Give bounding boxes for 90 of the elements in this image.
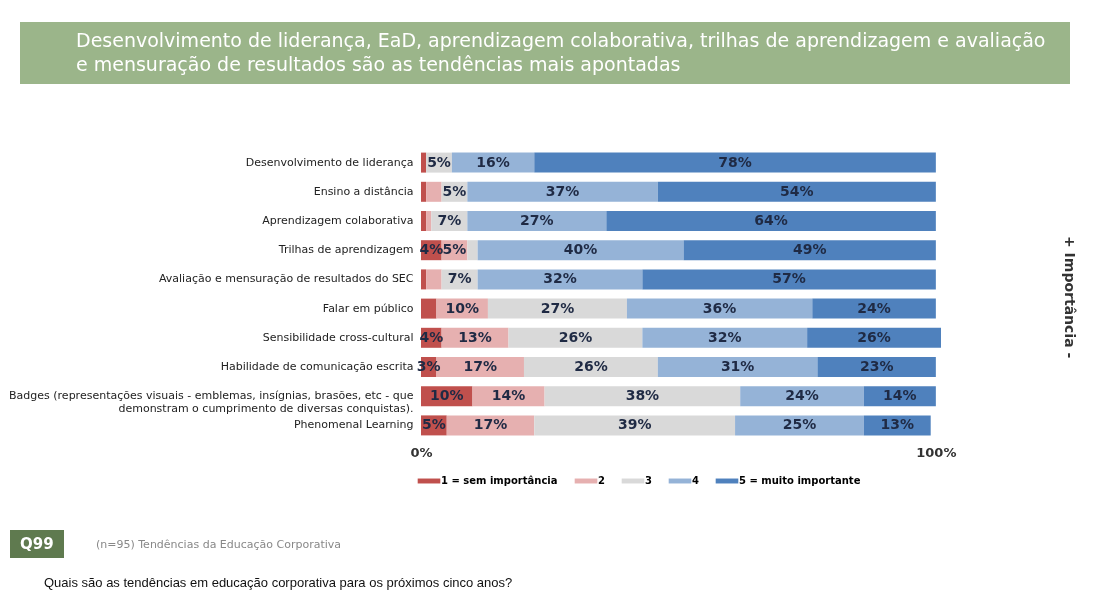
data-label: 13% xyxy=(458,328,492,345)
data-label: 57% xyxy=(772,270,806,287)
data-label: 16% xyxy=(476,153,510,170)
bar xyxy=(508,327,643,348)
data-label: 26% xyxy=(558,328,593,345)
text: (n=95) Tendências da Educação Corporativa xyxy=(96,538,342,551)
data-label: 27% xyxy=(540,299,575,316)
bar xyxy=(817,357,936,377)
data-label: 25% xyxy=(782,416,817,433)
y-tick-label: Desenvolvimento de liderança xyxy=(245,155,414,169)
bar xyxy=(467,181,658,202)
data-label: 31% xyxy=(720,358,755,374)
y-tick-label: Falar em público xyxy=(322,301,414,315)
bar xyxy=(544,386,741,407)
data-label: 26% xyxy=(857,328,891,345)
bar xyxy=(477,269,643,290)
bar xyxy=(735,415,864,436)
bar xyxy=(812,298,936,319)
data-label: 39% xyxy=(617,416,652,433)
x-tick-label: 0% xyxy=(410,444,433,460)
data-label: 26% xyxy=(574,358,608,374)
y-tick-label: Badges (representações visuais - emblemas, insígnias, brasões, etc - que demonstram o cumprimento de diversas conquistas). xyxy=(9,389,414,416)
bar xyxy=(642,327,808,348)
data-label: 23% xyxy=(859,358,894,374)
bar xyxy=(421,298,437,319)
data-label: 10% xyxy=(429,387,464,404)
chart-title: Desenvolvimento de liderança, EaD, aprendizagem colaborativa, trilhas de aprendizagem e avaliação e mensuração de resultados são as tendências mais apontadas xyxy=(20,22,1070,84)
bar xyxy=(426,181,442,202)
bar xyxy=(534,152,936,173)
bar xyxy=(421,181,427,202)
bar xyxy=(421,152,427,173)
data-label: 49% xyxy=(792,241,827,258)
data-label: 13% xyxy=(880,416,914,433)
data-label: 64% xyxy=(754,212,788,228)
data-label: 24% xyxy=(857,299,891,316)
data-label: 27% xyxy=(520,212,554,228)
bar xyxy=(534,415,736,436)
data-label: 5% xyxy=(442,241,467,258)
bar xyxy=(421,269,427,290)
legend-label: 1 = sem importância xyxy=(441,475,558,486)
text: + Importância - xyxy=(1062,236,1078,359)
text: Quais são as tendências em educação corporativa para os próximos cinco anos? xyxy=(44,575,513,590)
y-tick-label: Aprendizagem colaborativa xyxy=(262,214,414,227)
data-label: 5% xyxy=(442,182,467,199)
text: Q99 xyxy=(10,530,64,558)
y-tick-label: Phenomenal Learning xyxy=(293,418,414,432)
bar xyxy=(467,211,607,231)
bar xyxy=(657,181,936,202)
data-label: 17% xyxy=(473,416,508,433)
data-label: 7% xyxy=(447,270,472,287)
data-label: 32% xyxy=(543,270,577,287)
data-label: 5% xyxy=(421,416,446,433)
legend-label: 2 xyxy=(598,475,605,486)
bar xyxy=(740,386,864,407)
data-label: 14% xyxy=(883,387,917,404)
bar xyxy=(606,211,936,231)
legend-label: 5 = muito importante xyxy=(739,475,861,486)
data-label: 14% xyxy=(491,387,526,404)
data-label: 24% xyxy=(785,387,819,404)
x-tick-label: 100% xyxy=(916,444,957,460)
bar xyxy=(467,240,478,261)
legend-label: 4 xyxy=(692,475,699,486)
bar xyxy=(477,240,684,261)
bar xyxy=(807,327,941,348)
data-label: 7% xyxy=(437,212,462,228)
bar xyxy=(683,240,936,261)
bar xyxy=(657,357,818,377)
bar xyxy=(642,269,936,290)
y-tick-label: Sensibilidade cross-cultural xyxy=(262,330,414,344)
bar xyxy=(426,211,432,231)
bar xyxy=(523,357,658,377)
data-label: 54% xyxy=(780,182,814,199)
data-label: 10% xyxy=(445,299,479,316)
data-label: 40% xyxy=(563,241,598,258)
data-label: 37% xyxy=(545,182,580,199)
bar xyxy=(487,298,627,319)
y-tick-label: Trilhas de aprendizagem xyxy=(277,243,414,257)
data-label: 78% xyxy=(718,153,752,170)
data-label: 38% xyxy=(625,387,660,404)
data-label: 36% xyxy=(702,299,737,316)
y-tick-label: Avaliação e mensuração de resultados do SEC xyxy=(158,272,414,286)
y-tick-label: Habilidade de comunicação escrita xyxy=(220,360,414,373)
bar xyxy=(626,298,813,319)
data-label: 5% xyxy=(427,153,451,170)
bar xyxy=(426,269,442,290)
y-tick-label: Ensino a distância xyxy=(313,184,414,198)
bar xyxy=(421,211,427,231)
data-label: 17% xyxy=(463,358,497,374)
data-label: 32% xyxy=(708,328,742,345)
legend-label: 3 xyxy=(645,475,652,486)
